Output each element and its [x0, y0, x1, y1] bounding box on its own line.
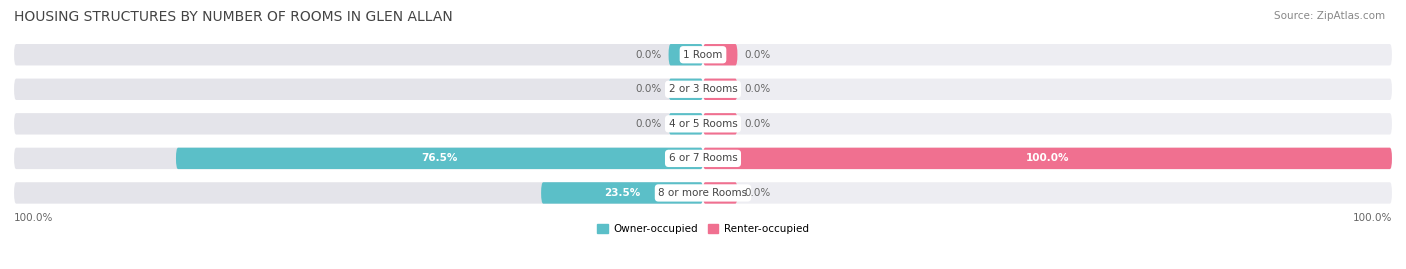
Text: 0.0%: 0.0%	[636, 119, 662, 129]
Text: 1 Room: 1 Room	[683, 50, 723, 60]
FancyBboxPatch shape	[703, 113, 738, 134]
FancyBboxPatch shape	[14, 44, 703, 65]
Text: 2 or 3 Rooms: 2 or 3 Rooms	[669, 84, 737, 94]
Text: 0.0%: 0.0%	[636, 50, 662, 60]
FancyBboxPatch shape	[14, 182, 703, 204]
Text: 4 or 5 Rooms: 4 or 5 Rooms	[669, 119, 737, 129]
FancyBboxPatch shape	[176, 148, 703, 169]
Text: 0.0%: 0.0%	[636, 84, 662, 94]
Text: 6 or 7 Rooms: 6 or 7 Rooms	[669, 153, 737, 163]
FancyBboxPatch shape	[669, 113, 703, 134]
FancyBboxPatch shape	[669, 79, 703, 100]
Text: 0.0%: 0.0%	[744, 188, 770, 198]
FancyBboxPatch shape	[703, 148, 1392, 169]
Text: 0.0%: 0.0%	[744, 50, 770, 60]
Legend: Owner-occupied, Renter-occupied: Owner-occupied, Renter-occupied	[593, 220, 813, 238]
FancyBboxPatch shape	[541, 182, 703, 204]
Text: 0.0%: 0.0%	[744, 119, 770, 129]
FancyBboxPatch shape	[14, 113, 703, 134]
FancyBboxPatch shape	[703, 182, 1392, 204]
FancyBboxPatch shape	[703, 79, 738, 100]
Text: 8 or more Rooms: 8 or more Rooms	[658, 188, 748, 198]
FancyBboxPatch shape	[703, 44, 738, 65]
FancyBboxPatch shape	[14, 79, 703, 100]
Text: 0.0%: 0.0%	[744, 84, 770, 94]
Text: 76.5%: 76.5%	[422, 153, 458, 163]
FancyBboxPatch shape	[703, 79, 1392, 100]
Text: 100.0%: 100.0%	[1353, 213, 1392, 223]
FancyBboxPatch shape	[703, 44, 1392, 65]
Text: Source: ZipAtlas.com: Source: ZipAtlas.com	[1274, 11, 1385, 21]
FancyBboxPatch shape	[669, 44, 703, 65]
FancyBboxPatch shape	[703, 113, 1392, 134]
Text: 23.5%: 23.5%	[605, 188, 640, 198]
Text: 100.0%: 100.0%	[1026, 153, 1069, 163]
FancyBboxPatch shape	[703, 148, 1392, 169]
Text: 100.0%: 100.0%	[14, 213, 53, 223]
FancyBboxPatch shape	[703, 182, 738, 204]
Text: HOUSING STRUCTURES BY NUMBER OF ROOMS IN GLEN ALLAN: HOUSING STRUCTURES BY NUMBER OF ROOMS IN…	[14, 10, 453, 24]
FancyBboxPatch shape	[14, 148, 703, 169]
